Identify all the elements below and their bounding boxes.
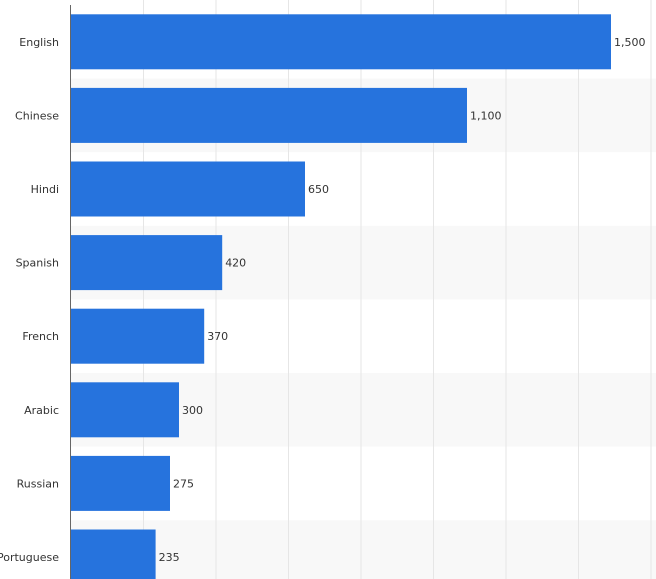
value-label: 235 (159, 551, 180, 564)
value-label: 300 (182, 404, 203, 417)
bar-spanish[interactable] (71, 235, 223, 291)
value-label: 370 (207, 330, 228, 343)
bar-russian[interactable] (71, 455, 170, 511)
value-label: 420 (225, 257, 246, 270)
category-label: Portuguese (0, 551, 59, 564)
category-label: English (19, 36, 59, 49)
value-labels: 1,500 1,100 650 420 370 300 275 235 (159, 36, 646, 564)
bar-arabic[interactable] (71, 382, 179, 438)
category-label: Spanish (16, 257, 59, 270)
bars (71, 14, 611, 579)
bar-hindi[interactable] (71, 161, 305, 217)
bar-portuguese[interactable] (71, 529, 156, 579)
bar-french[interactable] (71, 308, 205, 364)
value-label: 1,500 (614, 36, 646, 49)
bar-chinese[interactable] (71, 87, 467, 143)
category-label: Chinese (15, 109, 59, 122)
category-label: Arabic (24, 404, 59, 417)
bar-english[interactable] (71, 14, 611, 70)
value-label: 275 (173, 477, 194, 490)
category-label: Hindi (31, 183, 59, 196)
row-stripe (71, 520, 656, 579)
value-label: 650 (308, 183, 329, 196)
category-label: Russian (17, 477, 59, 490)
value-label: 1,100 (470, 109, 502, 122)
category-labels: English Chinese Hindi Spanish French Arabic Ru… (0, 36, 59, 564)
category-label: French (22, 330, 59, 343)
